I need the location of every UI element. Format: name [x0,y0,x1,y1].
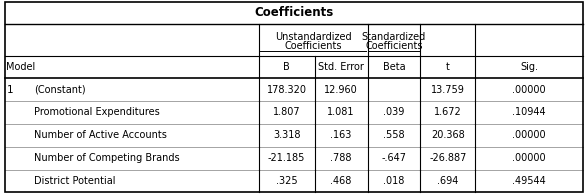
Text: 12.960: 12.960 [324,85,358,95]
Text: .00000: .00000 [512,153,546,163]
Text: .558: .558 [383,130,405,140]
Text: Std. Error: Std. Error [318,62,364,72]
Text: B: B [283,62,290,72]
Text: Sig.: Sig. [520,62,538,72]
Text: Unstandardized: Unstandardized [275,32,352,42]
Text: -21.185: -21.185 [268,153,305,163]
Text: 178.320: 178.320 [266,85,307,95]
Text: 20.368: 20.368 [431,130,465,140]
Text: .325: .325 [276,176,298,186]
Text: 3.318: 3.318 [273,130,300,140]
Text: 1.807: 1.807 [273,107,300,117]
Text: District Potential: District Potential [34,176,116,186]
Text: .018: .018 [383,176,405,186]
Text: Coefficients: Coefficients [365,41,423,51]
Text: .00000: .00000 [512,130,546,140]
Text: .49544: .49544 [512,176,546,186]
Text: Beta: Beta [383,62,405,72]
Text: 1.081: 1.081 [328,107,355,117]
Text: Coefficients: Coefficients [285,41,342,51]
Text: Standardized: Standardized [362,32,426,42]
Text: -.647: -.647 [382,153,406,163]
Text: .694: .694 [437,176,459,186]
Text: Promotional Expenditures: Promotional Expenditures [34,107,160,117]
Text: 1.672: 1.672 [434,107,462,117]
Text: .163: .163 [330,130,352,140]
Text: Number of Competing Brands: Number of Competing Brands [34,153,180,163]
Text: .788: .788 [330,153,352,163]
Text: Coefficients: Coefficients [255,6,333,19]
Text: (Constant): (Constant) [34,85,86,95]
Text: .10944: .10944 [512,107,546,117]
Text: .039: .039 [383,107,405,117]
Text: 13.759: 13.759 [431,85,465,95]
Text: -26.887: -26.887 [429,153,466,163]
Text: Model: Model [6,62,36,72]
Text: .00000: .00000 [512,85,546,95]
Text: 1: 1 [6,85,13,95]
Text: t: t [446,62,450,72]
Text: .468: .468 [330,176,352,186]
Text: Number of Active Accounts: Number of Active Accounts [34,130,167,140]
